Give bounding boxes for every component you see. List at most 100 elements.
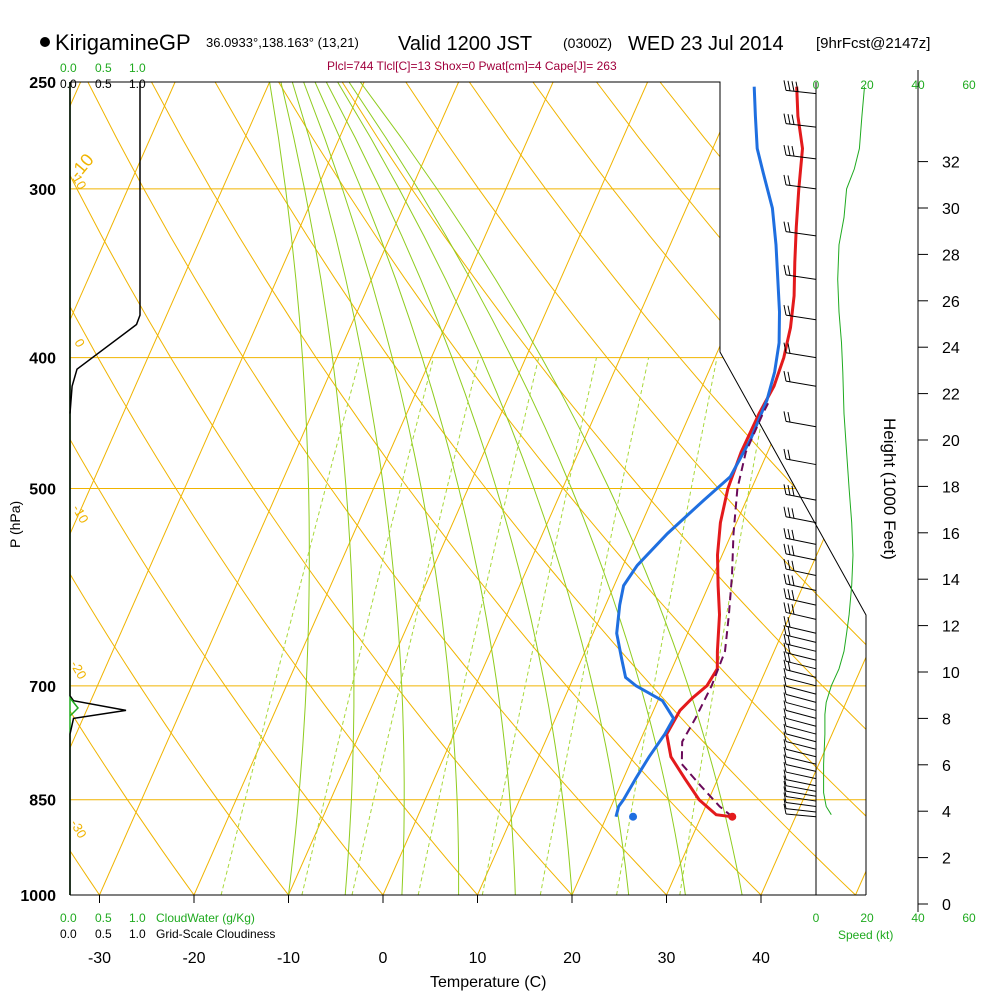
cloudwater-label: CloudWater (g/Kg)	[156, 911, 255, 925]
wind-barb-flag	[783, 754, 787, 765]
wind-barb-flag	[783, 264, 787, 275]
wind-barb-shaft	[785, 352, 817, 359]
wind-barb	[783, 651, 817, 670]
wind-barb	[783, 221, 817, 237]
wind-barb-flag	[783, 642, 787, 653]
cloudiness-line	[69, 82, 141, 414]
wind-barb	[783, 616, 817, 634]
wind-barb	[783, 700, 817, 719]
wind-barb-shaft	[785, 693, 817, 703]
wind-barb-shaft	[785, 660, 817, 670]
mixing-ratio-label: 20	[614, 895, 636, 917]
temp-tick-label: 10	[469, 950, 487, 967]
wind-barb-flag	[783, 484, 787, 495]
dry-adiabat	[70, 82, 573, 895]
wind-barb-flag	[787, 113, 791, 125]
isotherm	[70, 82, 365, 895]
wind-barb-shaft	[785, 669, 817, 678]
wind-barb-shaft	[785, 597, 817, 606]
wind-barb-flag	[783, 651, 787, 662]
height-axis-title: Height (1000 Feet)	[880, 418, 899, 560]
isotherm	[70, 82, 271, 895]
wind-barb-flag	[783, 798, 787, 809]
wind-barb	[783, 786, 817, 802]
height-tick-label: 10	[942, 665, 960, 682]
isotherm-label: 0	[71, 336, 88, 350]
height-tick-label: 0	[942, 897, 951, 914]
wind-barb-flag	[787, 574, 791, 585]
wind-barb-shaft	[785, 701, 817, 711]
wind-barb-shaft	[785, 677, 817, 687]
site-name: KirigamineGP	[55, 30, 191, 55]
pressure-tick-label: 300	[29, 182, 56, 199]
wind-barb-flag	[787, 507, 791, 518]
wind-barb-flag	[787, 305, 791, 316]
moist-adiabat	[291, 82, 405, 895]
wind-barb-flag	[783, 746, 787, 757]
surface-temperature-point	[728, 812, 737, 821]
pressure-tick-label: 400	[29, 351, 56, 368]
wind-barb-flag	[783, 676, 787, 687]
wind-barb	[783, 304, 817, 321]
wind-barb-flag	[783, 775, 787, 786]
wind-barb-flag	[783, 716, 787, 727]
wind-barb-flag	[783, 113, 787, 124]
wind-barb-shaft	[785, 634, 817, 643]
wind-barb	[783, 692, 817, 711]
wind-barb	[783, 144, 817, 160]
isotherm	[288, 82, 649, 895]
cloudwater-scale-0: 0.0	[60, 61, 77, 75]
wind-barb-flag	[787, 145, 791, 156]
height-tick-label: 18	[942, 479, 960, 496]
pressure-tick-label: 1000	[20, 888, 56, 905]
mixing-ratio-line	[417, 357, 540, 895]
dry-adiabat	[70, 82, 478, 895]
wind-barb	[783, 543, 817, 561]
wind-barb-flag	[783, 221, 787, 232]
cloudiness-scale-2: 1.0	[129, 77, 146, 91]
dry-adiabat	[278, 82, 866, 895]
wind-barb-shaft	[785, 685, 817, 695]
cloud-panel	[69, 82, 141, 895]
isotherm-label: 10	[69, 172, 89, 192]
wind-barb-flag	[791, 590, 795, 601]
speed-tick-label: 0	[813, 78, 820, 92]
speed-tick-label: 40	[911, 911, 925, 925]
dry-adiabat-label: 20	[788, 444, 816, 472]
wind-barb-flag	[791, 508, 795, 519]
wind-barb-flag	[783, 371, 787, 382]
pressure-tick-label: 700	[29, 679, 56, 696]
wind-panel	[783, 80, 865, 818]
height-tick-label: 4	[942, 804, 951, 821]
temp-tick-label: 30	[658, 950, 676, 967]
isotherm	[760, 82, 866, 895]
wind-barb-flag	[787, 175, 791, 186]
wind-barb	[783, 588, 817, 606]
wind-barb-shaft	[785, 709, 817, 719]
wind-barb	[783, 174, 817, 190]
wind-barb-flag	[783, 616, 787, 627]
wind-barb-flag	[783, 792, 787, 803]
wind-barb-flag	[787, 343, 791, 354]
wind-barb	[783, 264, 817, 280]
wind-barb-flag	[783, 411, 787, 422]
wind-barb-flag	[783, 723, 787, 734]
wind-barb-shaft	[785, 779, 817, 787]
wind-barb-shaft	[785, 733, 817, 743]
temp-tick-label: -10	[277, 950, 300, 967]
wind-barb	[783, 573, 817, 592]
wind-barb	[783, 558, 817, 577]
mixing-ratio-line	[481, 357, 597, 895]
dry-adiabat	[341, 82, 866, 895]
dry-adiabat	[70, 82, 289, 895]
pressure-tick-label: 850	[29, 793, 56, 810]
cloudiness-bottom-scale-1: 0.5	[95, 927, 112, 941]
wind-barb-flag	[783, 80, 787, 91]
height-tick-label: 8	[942, 711, 951, 728]
moist-adiabat	[314, 82, 516, 895]
height-tick-label: 20	[942, 433, 960, 450]
cloudwater-bottom-scale-2: 1.0	[129, 911, 146, 925]
cloudwater-bottom-scale-1: 0.5	[95, 911, 112, 925]
temp-tick-label: 40	[752, 950, 770, 967]
height-tick-label: 14	[942, 572, 960, 589]
